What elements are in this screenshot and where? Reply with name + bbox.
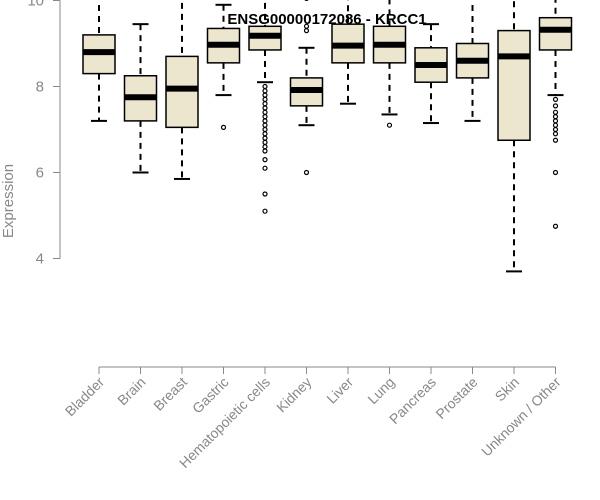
box-pancreas <box>414 23 448 125</box>
box-brain <box>123 23 158 174</box>
chart-title: ENSG00000172086 - KRCC1 <box>227 11 426 28</box>
outlier-point <box>262 101 268 107</box>
box-hematopoietic-cells <box>248 0 282 214</box>
outlier-point <box>303 28 310 34</box>
x-tick-label: Kidney <box>273 374 315 416</box>
y-tick-label: 10 <box>27 0 44 10</box>
x-tick-label: Brain <box>114 374 148 408</box>
box-bladder <box>82 0 116 122</box>
x-tick-label: Liver <box>323 374 356 407</box>
outlier-point <box>262 109 268 115</box>
outlier-point <box>262 88 268 94</box>
box-liver <box>331 0 365 105</box>
outlier-point <box>552 169 559 176</box>
x-tick-label: Prostate <box>432 374 480 422</box>
outlier-point <box>262 131 268 137</box>
outlier-point <box>262 126 268 133</box>
x-tick-label: Lung <box>364 374 397 407</box>
boxes-group <box>82 0 573 273</box>
box-lung <box>372 0 407 128</box>
outlier-point <box>552 109 559 115</box>
outlier-point <box>552 131 559 137</box>
outlier-point <box>262 157 268 163</box>
outlier-point <box>262 165 268 171</box>
outlier-point <box>386 122 393 128</box>
outlier-point <box>552 126 559 133</box>
outlier-point <box>262 113 268 120</box>
outlier-point <box>220 124 227 130</box>
iqr-box <box>538 16 573 51</box>
y-tick-label: 6 <box>36 165 44 182</box>
outlier-point <box>552 103 559 109</box>
outlier-point <box>552 96 559 103</box>
y-axis: 4 6 8 10 <box>27 0 61 268</box>
outlier-point <box>262 135 268 141</box>
iqr-box <box>497 29 531 142</box>
outlier-point <box>303 169 310 176</box>
box-prostate <box>455 0 490 122</box>
outlier-point <box>262 92 268 98</box>
outlier-point <box>262 105 268 111</box>
outlier-point <box>262 83 268 90</box>
y-tick-label: 4 <box>36 251 44 268</box>
y-tick-label: 8 <box>36 79 44 96</box>
outlier-point <box>262 139 268 145</box>
outlier-point <box>552 118 559 124</box>
box-unknown-other <box>538 0 573 229</box>
outlier-point <box>552 137 559 143</box>
box-kidney <box>289 0 324 176</box>
outlier-point <box>262 148 268 154</box>
box-breast <box>165 0 199 180</box>
outlier-point <box>262 118 268 124</box>
x-tick-label: Unknown / Other <box>478 374 564 460</box>
outlier-point <box>262 122 268 128</box>
iqr-box <box>165 55 199 129</box>
outlier-point <box>262 144 268 150</box>
outlier-point <box>552 113 559 120</box>
box-skin <box>497 0 531 273</box>
x-tick-label: Breast <box>150 374 190 414</box>
outlier-point <box>262 191 268 197</box>
outlier-point <box>262 208 268 214</box>
outlier-point <box>262 96 268 103</box>
x-tick-label: Bladder <box>62 374 108 420</box>
box-gastric <box>206 3 241 130</box>
y-axis-label: Expression <box>0 164 17 238</box>
outlier-point <box>552 122 559 128</box>
outlier-point <box>552 223 559 229</box>
x-tick-label: Skin <box>492 374 523 405</box>
